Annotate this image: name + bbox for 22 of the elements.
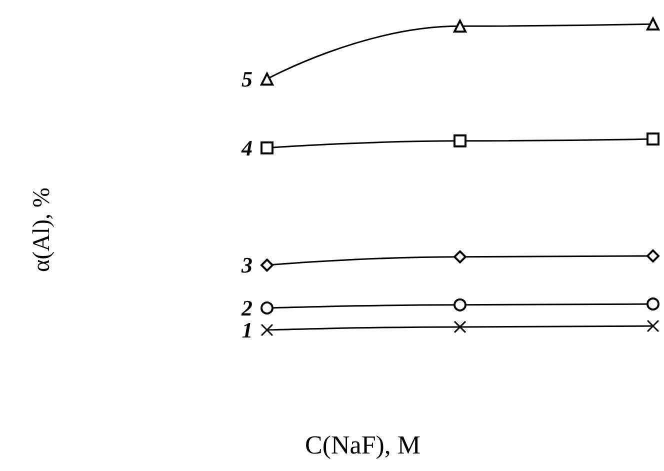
point — [260, 324, 274, 336]
point — [260, 258, 274, 272]
point — [260, 72, 274, 86]
series-label: 1 — [242, 318, 253, 342]
point — [646, 320, 660, 332]
point — [454, 298, 466, 312]
point — [646, 132, 660, 146]
point — [260, 301, 274, 314]
point — [454, 250, 466, 264]
point — [646, 249, 660, 262]
series-label: 3 — [240, 252, 252, 278]
point — [646, 18, 660, 30]
point — [454, 320, 466, 334]
series-label: 2 — [240, 295, 252, 320]
point — [454, 20, 466, 33]
x-axis-title: C(NaF), M — [305, 430, 421, 460]
point — [454, 134, 466, 148]
y-axis-title: α(Al), % — [29, 187, 55, 272]
point — [260, 141, 274, 154]
point — [646, 297, 660, 310]
series-label: 5 — [242, 66, 252, 92]
series-label: 4 — [240, 135, 252, 160]
